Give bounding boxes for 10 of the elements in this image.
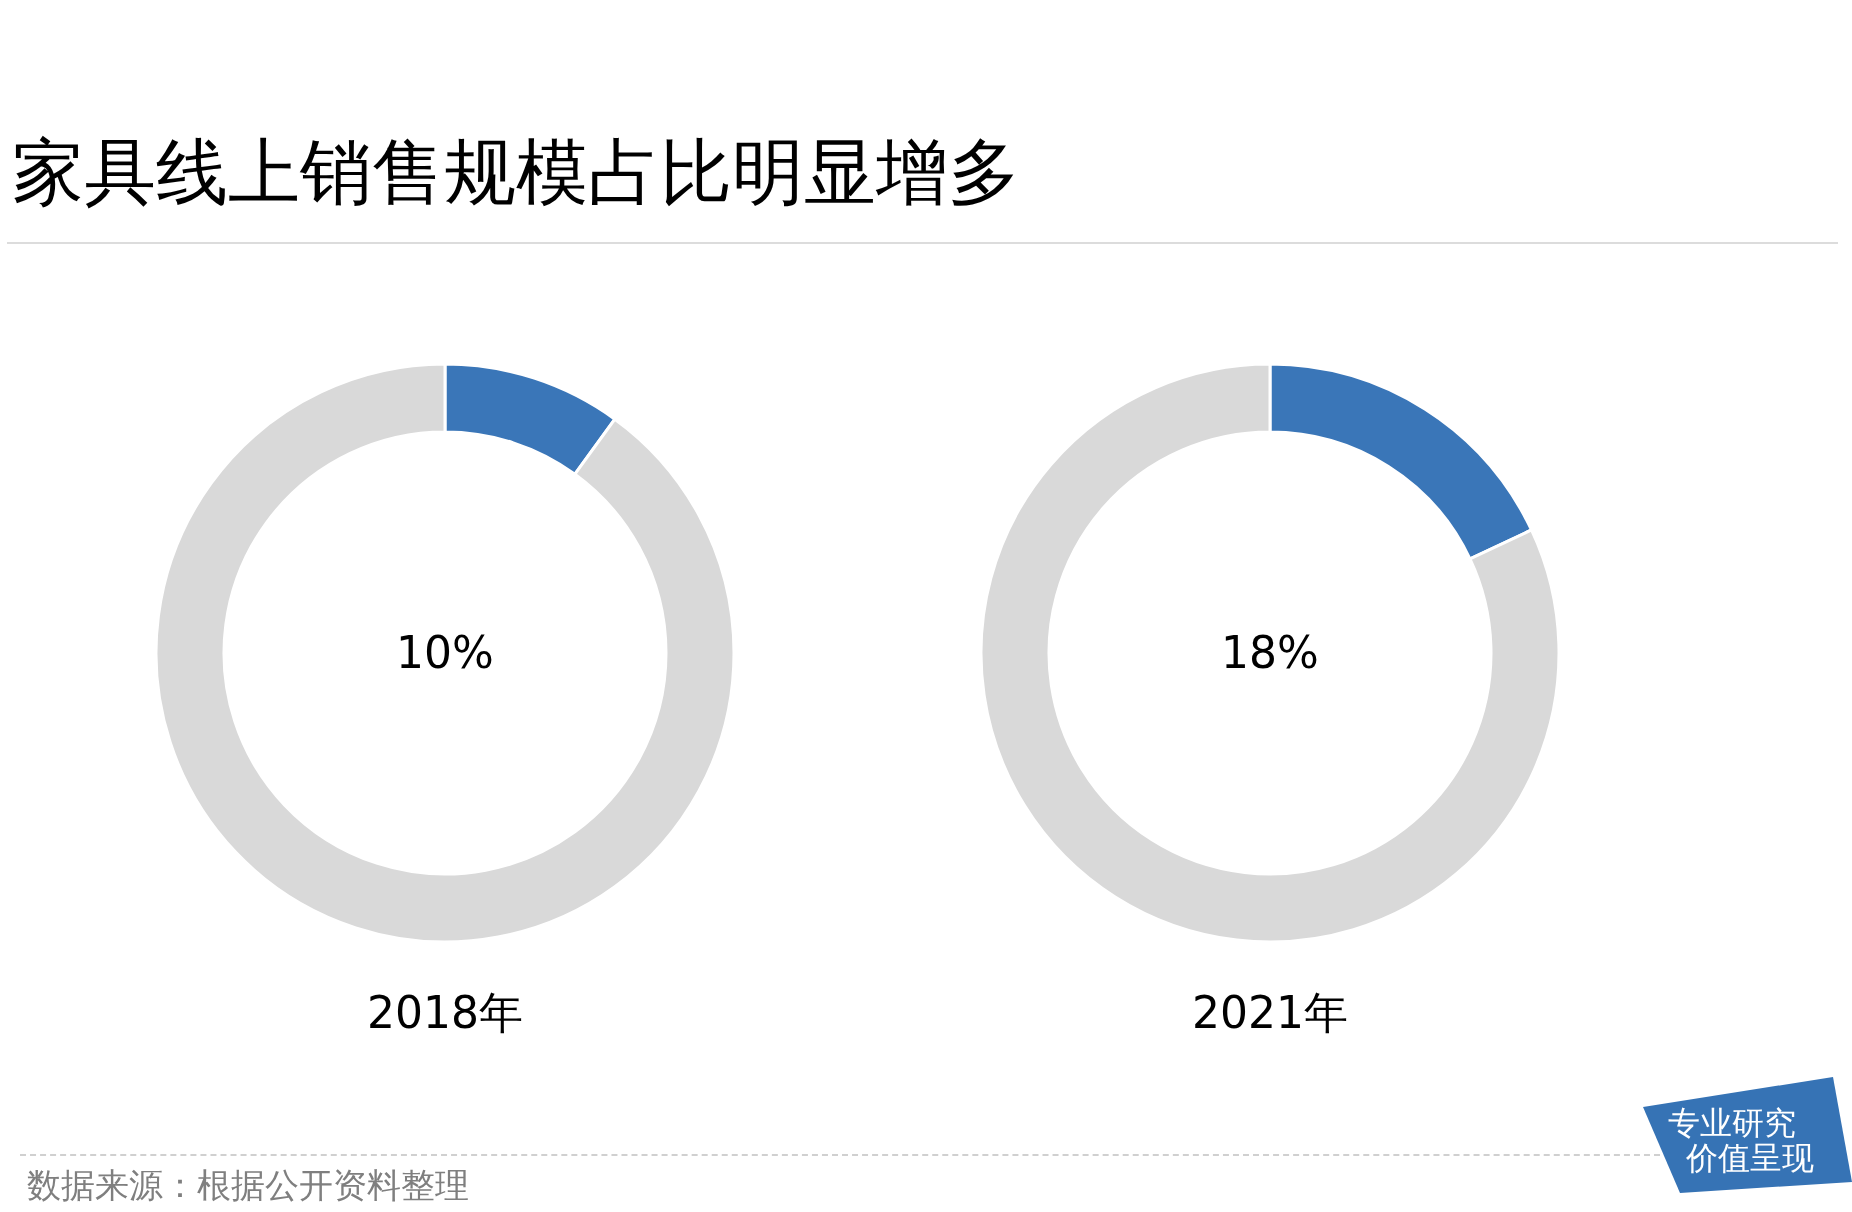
donut-slice [979,362,1561,944]
text: 价值呈现 [1686,1139,1814,1177]
chart-title: 家具线上销售规模占比明显增多 [12,130,1020,214]
source-note: 数据来源：根据公开资料整理 [27,1165,469,1205]
text: 2021年 [1192,987,1348,1038]
data-label: 10% [396,627,494,678]
text: 2018年 [367,987,523,1038]
text: 专业研究 [1668,1104,1796,1142]
data-label: 18% [1221,627,1319,678]
donut-slice [154,362,736,944]
